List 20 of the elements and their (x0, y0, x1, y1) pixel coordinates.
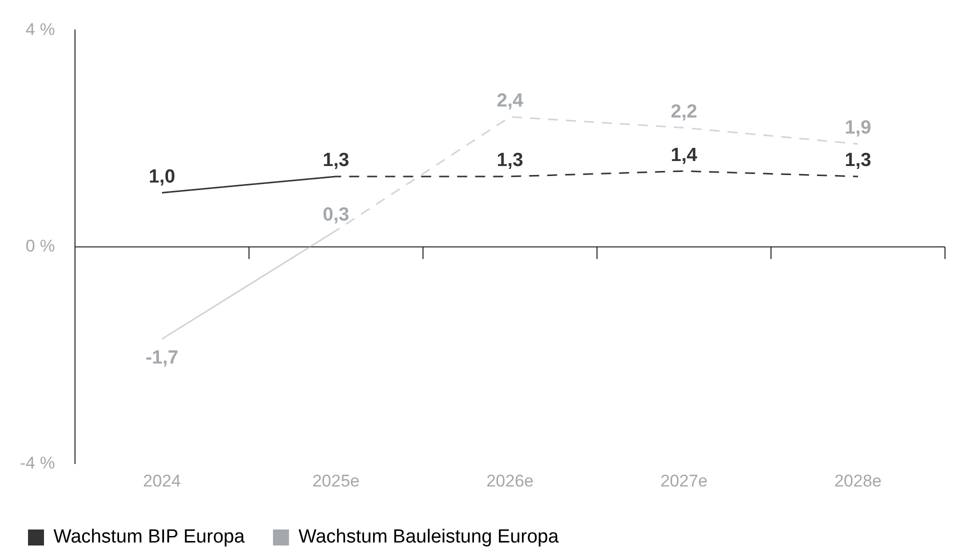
data-label: 1,3 (496, 150, 524, 172)
y-tick-label: 4 % (26, 20, 55, 39)
y-tick-label: 0 % (26, 236, 55, 256)
data-label: 1,0 (148, 166, 176, 188)
y-tick-label: -4 % (20, 453, 55, 472)
x-tick-label: 2024 (143, 471, 181, 490)
x-tick-label: 2028e (834, 471, 882, 490)
data-label: 0,3 (322, 204, 350, 226)
x-tick-label: 2025e (312, 471, 360, 490)
data-label: 1,3 (844, 150, 872, 172)
data-label: 2,4 (496, 90, 524, 112)
data-label: 1,9 (844, 118, 872, 139)
data-label: 1,3 (322, 150, 350, 172)
data-label: 1,4 (670, 144, 698, 166)
data-label: 2,2 (670, 101, 698, 122)
x-tick-label: 2026e (486, 471, 534, 490)
data-label: -1,7 (146, 348, 178, 369)
legend-label: Wachstum Bauleistung Europa (298, 526, 560, 548)
legend-label: Wachstum BIP Europa (54, 526, 246, 548)
x-tick-label: 2027e (660, 471, 708, 490)
